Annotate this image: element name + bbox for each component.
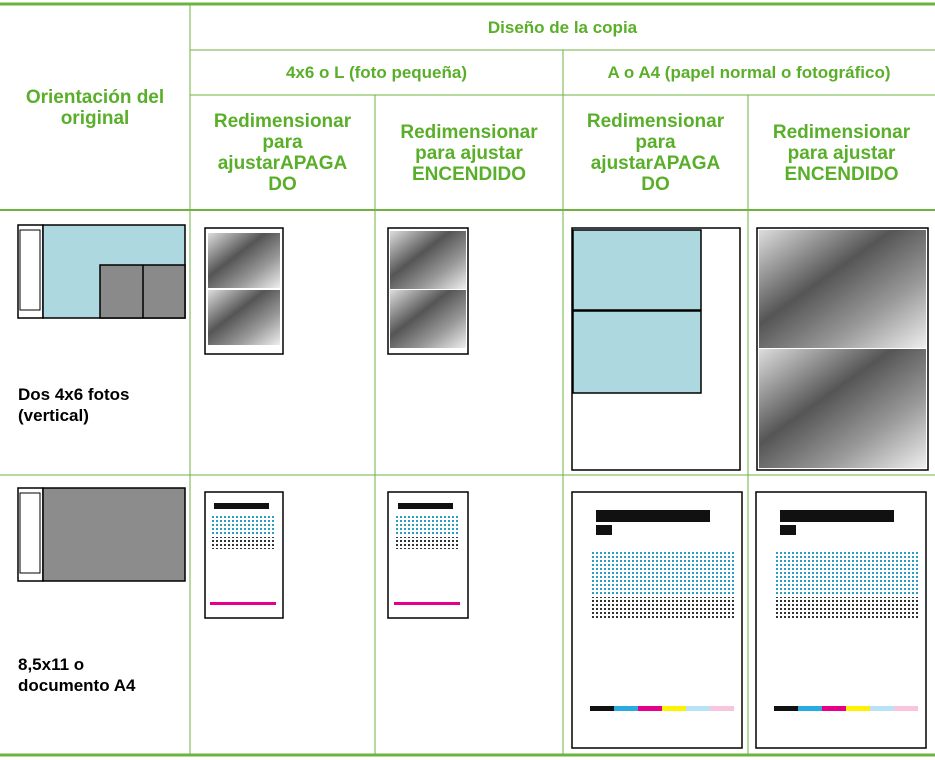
column-header: Redimensionar para ajustarAPAGADO [213,111,352,195]
group-header: A o A4 (papel normal o fotográfico) [607,63,891,82]
row-label: Dos 4x6 fotos (vertical) [18,385,130,425]
column-header: Redimensionar para ajustarAPAGADO [586,111,725,195]
column-header: Redimensionar para ajustar ENCENDIDO [400,121,538,185]
group-header: 4x6 o L (foto pequeña) [285,63,468,82]
row-label: 8,5x11 o documento A4 [18,655,136,695]
table-title: Diseño de la copia [487,18,638,37]
row-header: Orientación del original [25,87,165,129]
column-header: Redimensionar para ajustar ENCENDIDO [772,121,911,185]
